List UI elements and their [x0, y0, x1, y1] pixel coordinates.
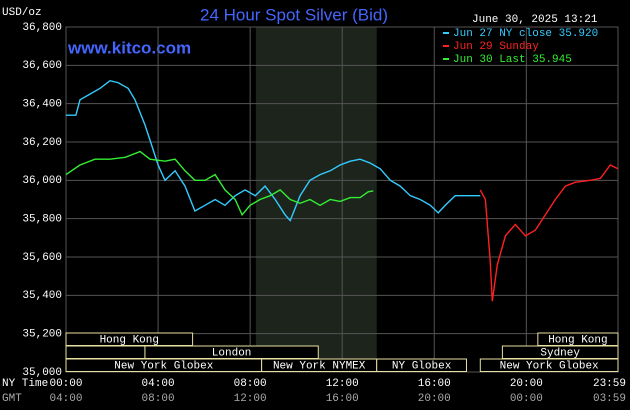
x-row-label: NY Time: [2, 378, 48, 390]
session-label: New York Globex: [500, 361, 599, 373]
x2-tick-label: 20:00: [418, 393, 451, 405]
price-line: [66, 79, 481, 222]
y-tick-label: 36,000: [22, 175, 62, 187]
x-tick-label: 23:59: [593, 378, 626, 390]
session-label: New York NYMEX: [273, 361, 366, 373]
session-label: Hong Kong: [100, 335, 159, 347]
x-tick-label: 16:00: [418, 378, 451, 390]
x2-tick-label: 03:59: [593, 393, 626, 405]
y-tick-label: 35,800: [22, 214, 62, 226]
session-label: London: [212, 348, 252, 360]
session-box: [376, 358, 467, 372]
session-label: NY Globex: [392, 361, 452, 373]
y-tick-label: 35,400: [22, 290, 62, 302]
session-highlight: [255, 27, 377, 372]
x-tick-label: 00:00: [49, 378, 82, 390]
session-box: [479, 358, 619, 372]
x-tick-label: 12:00: [326, 378, 359, 390]
x-tick-label: 04:00: [142, 378, 175, 390]
session-label: New York Globex: [114, 361, 213, 373]
y-tick-label: 35,200: [22, 329, 62, 341]
y-tick-label: 36,600: [22, 60, 62, 72]
price-line: [65, 150, 374, 217]
legend-entry: Jun 29 Sunday: [453, 41, 539, 53]
x2-tick-label: 16:00: [326, 393, 359, 405]
x-tick-label: 08:00: [234, 378, 267, 390]
unit-label: USD/oz: [2, 7, 42, 19]
session-label: Hong Kong: [548, 335, 607, 347]
legend-entry: Jun 30 Last 35.945: [453, 54, 572, 66]
x2-tick-label: 12:00: [234, 393, 267, 405]
x2-row-label: GMT: [2, 393, 22, 405]
timestamp: June 30, 2025 13:21: [472, 14, 598, 26]
x2-tick-label: 04:00: [49, 393, 82, 405]
session-box: [65, 345, 146, 359]
y-tick-label: 35,600: [22, 252, 62, 264]
x2-tick-label: 08:00: [142, 393, 175, 405]
x-tick-label: 20:00: [510, 378, 543, 390]
session-label: Sydney: [540, 348, 580, 360]
legend-entry: Jun 27 NY close 35.920: [453, 28, 598, 40]
y-tick-label: 36,400: [22, 99, 62, 111]
watermark: www.kitco.com: [67, 38, 191, 57]
chart-title: 24 Hour Spot Silver (Bid): [200, 5, 388, 24]
y-tick-label: 36,200: [22, 137, 62, 149]
y-tick-label: 36,800: [22, 22, 62, 34]
price-line: [479, 164, 619, 302]
y-tick-label: 35,000: [22, 367, 62, 379]
x2-tick-label: 00:00: [510, 393, 543, 405]
